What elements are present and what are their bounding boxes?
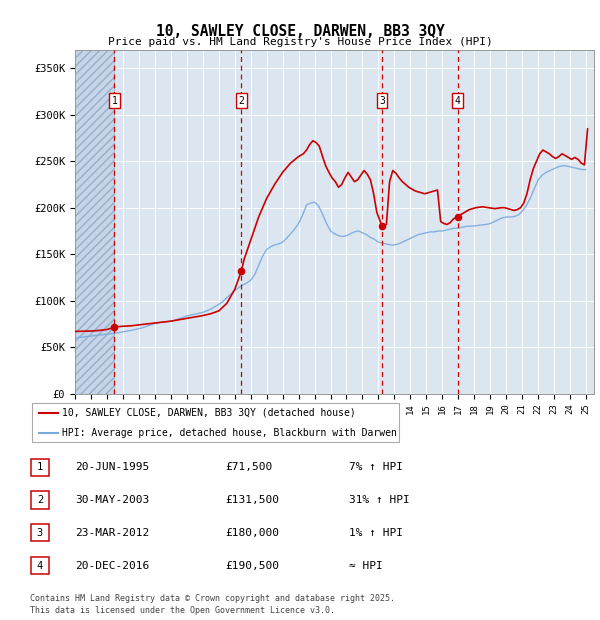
- Text: ≈ HPI: ≈ HPI: [349, 561, 383, 571]
- Text: 2: 2: [238, 95, 244, 106]
- Text: 3: 3: [37, 528, 43, 538]
- Text: 10, SAWLEY CLOSE, DARWEN, BB3 3QY: 10, SAWLEY CLOSE, DARWEN, BB3 3QY: [155, 24, 445, 38]
- Text: 20-DEC-2016: 20-DEC-2016: [75, 561, 149, 571]
- Text: £131,500: £131,500: [225, 495, 279, 505]
- Text: 10, SAWLEY CLOSE, DARWEN, BB3 3QY (detached house): 10, SAWLEY CLOSE, DARWEN, BB3 3QY (detac…: [62, 407, 355, 417]
- FancyBboxPatch shape: [31, 525, 49, 541]
- Text: 1: 1: [37, 462, 43, 472]
- Text: 1% ↑ HPI: 1% ↑ HPI: [349, 528, 403, 538]
- Text: 31% ↑ HPI: 31% ↑ HPI: [349, 495, 410, 505]
- FancyBboxPatch shape: [31, 459, 49, 476]
- Text: 4: 4: [455, 95, 461, 106]
- FancyBboxPatch shape: [31, 492, 49, 508]
- Text: £180,000: £180,000: [225, 528, 279, 538]
- FancyBboxPatch shape: [31, 557, 49, 574]
- Text: HPI: Average price, detached house, Blackburn with Darwen: HPI: Average price, detached house, Blac…: [62, 428, 397, 438]
- FancyBboxPatch shape: [32, 403, 400, 441]
- Text: Price paid vs. HM Land Registry's House Price Index (HPI): Price paid vs. HM Land Registry's House …: [107, 37, 493, 47]
- Text: 2: 2: [37, 495, 43, 505]
- Text: 4: 4: [37, 560, 43, 571]
- Text: 7% ↑ HPI: 7% ↑ HPI: [349, 463, 403, 472]
- Bar: [75, 50, 115, 394]
- Text: £190,500: £190,500: [225, 561, 279, 571]
- Text: 20-JUN-1995: 20-JUN-1995: [75, 463, 149, 472]
- Text: Contains HM Land Registry data © Crown copyright and database right 2025.
This d: Contains HM Land Registry data © Crown c…: [30, 594, 395, 615]
- Text: 23-MAR-2012: 23-MAR-2012: [75, 528, 149, 538]
- Text: £71,500: £71,500: [225, 463, 272, 472]
- Text: 1: 1: [112, 95, 118, 106]
- Text: 30-MAY-2003: 30-MAY-2003: [75, 495, 149, 505]
- Text: 3: 3: [379, 95, 385, 106]
